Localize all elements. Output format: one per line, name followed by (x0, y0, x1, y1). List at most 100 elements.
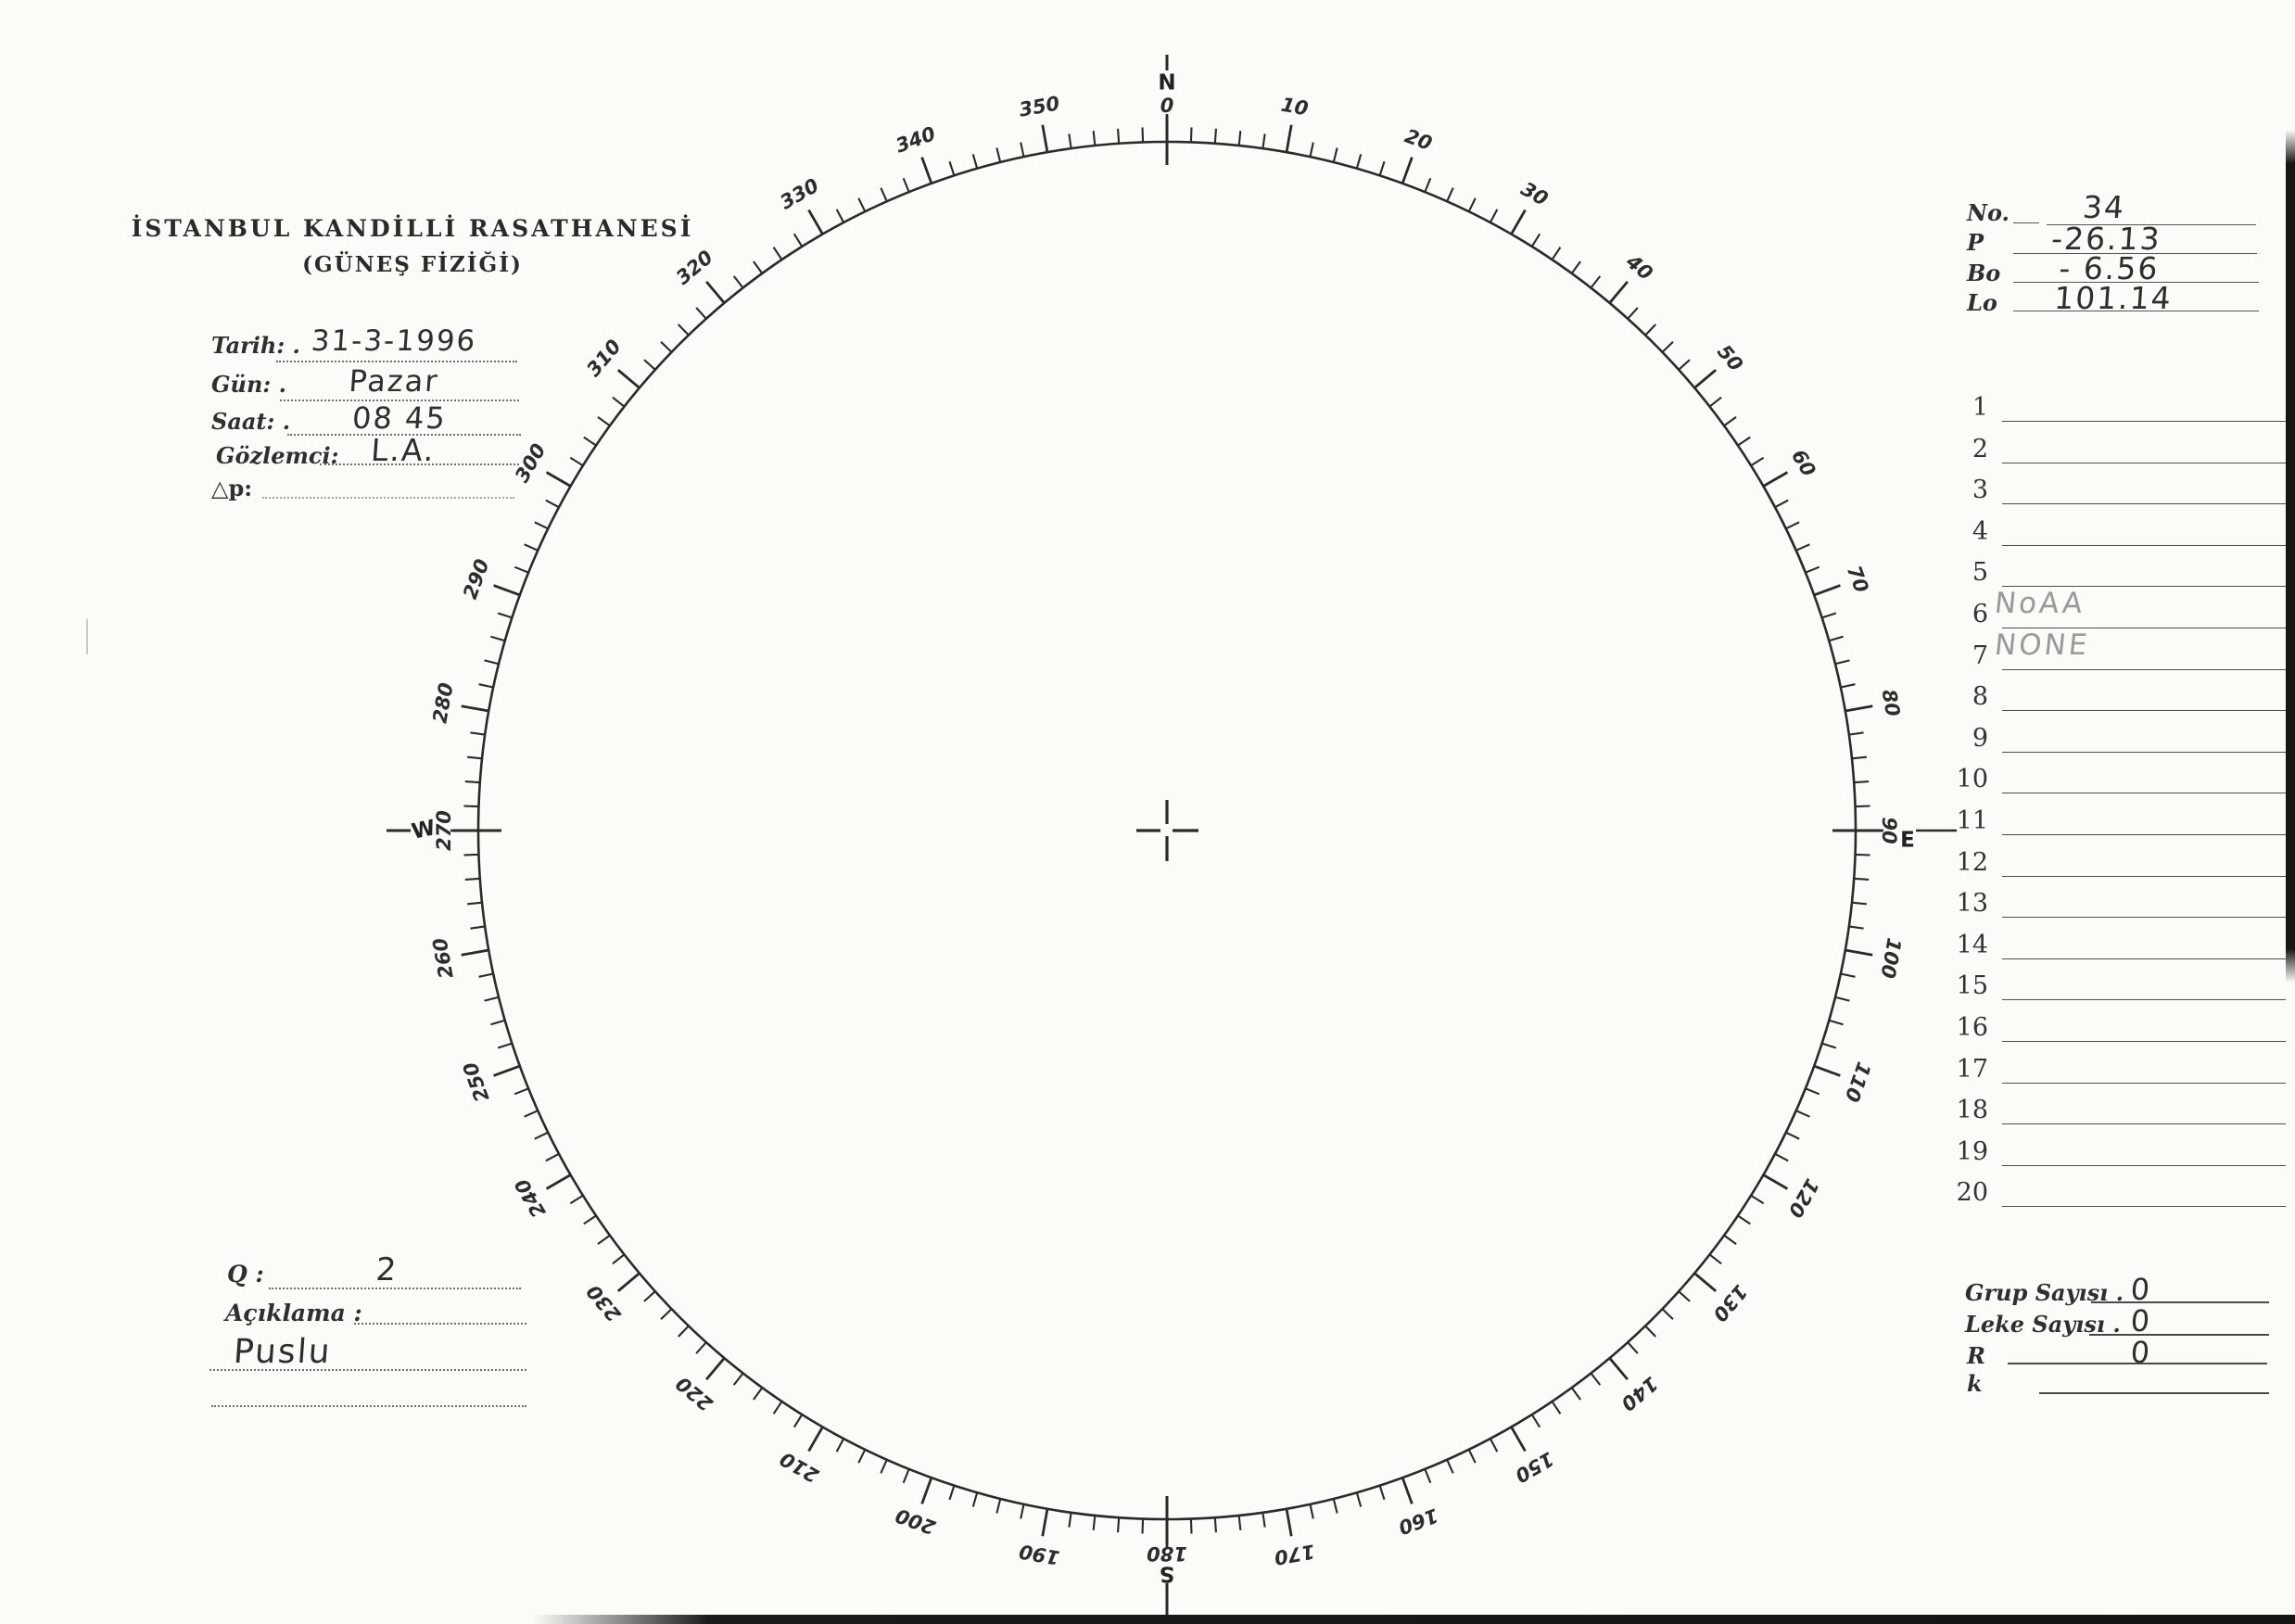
bo-line (2013, 282, 2259, 283)
degree-label: 190 (1018, 1540, 1061, 1568)
major-tick (1608, 1357, 1629, 1381)
region-list-row: 9 (1937, 724, 2295, 765)
minor-tick (732, 275, 744, 289)
region-row-number: 10 (1956, 765, 1988, 794)
minor-tick (1189, 1518, 1193, 1534)
region-row-number: 19 (1956, 1136, 1988, 1166)
region-row-number: 16 (1956, 1013, 1988, 1042)
minor-tick (1678, 359, 1691, 371)
minor-tick (948, 1485, 956, 1501)
major-tick (461, 948, 489, 957)
minor-tick (1795, 543, 1810, 552)
degree-label: 330 (777, 174, 823, 214)
major-tick (705, 1357, 726, 1381)
minor-tick (1378, 160, 1386, 176)
degree-label: 170 (1273, 1540, 1316, 1568)
minor-tick (1424, 1468, 1432, 1484)
minor-tick (1141, 1518, 1145, 1534)
degree-label: 220 (672, 1372, 717, 1415)
major-tick (807, 1426, 824, 1453)
minor-tick (1627, 307, 1639, 320)
degree-label: 90 (1878, 817, 1900, 844)
region-list-row: 10 (1937, 765, 2295, 806)
major-tick (1041, 124, 1049, 153)
major-tick (1845, 948, 1873, 957)
scan-edge-bottom (533, 1615, 2295, 1624)
minor-tick (792, 233, 804, 247)
minor-tick (1092, 1515, 1097, 1530)
major-tick (1813, 584, 1841, 597)
region-row-number: 20 (1956, 1178, 1988, 1208)
minor-tick (1848, 731, 1864, 736)
compass-dial-svg: 0 10 20 30 40 50 60 70 80 90 100 110 120 130 140 150 160… (387, 55, 1957, 1615)
degree-label: 250 (459, 1059, 494, 1105)
minor-tick (470, 925, 486, 930)
region-row-number: 18 (1956, 1096, 1988, 1125)
minor-tick (1828, 1019, 1844, 1026)
minor-tick (995, 1498, 1002, 1514)
major-tick (1401, 157, 1414, 184)
degree-label: 340 (893, 122, 938, 158)
region-row-line (2002, 421, 2286, 422)
minor-tick (732, 1372, 744, 1386)
p-label: P (1967, 229, 1984, 256)
minor-tick (1117, 128, 1121, 144)
minor-tick (1262, 1512, 1266, 1528)
region-row-line (2002, 1082, 2286, 1084)
minor-tick (1661, 1308, 1674, 1321)
minor-tick (1821, 1042, 1837, 1049)
region-row-line (2002, 999, 2286, 1001)
minor-tick (583, 436, 597, 447)
minor-tick (995, 147, 1002, 163)
region-row-line (2002, 834, 2286, 835)
minor-tick (660, 1308, 673, 1321)
region-list-row: 16 (1937, 1013, 2295, 1054)
degree-label: 260 (428, 936, 457, 980)
k-line (2039, 1392, 2269, 1394)
degree-label: 350 (1018, 92, 1061, 121)
gun-line (280, 400, 519, 401)
major-tick (1693, 1272, 1718, 1292)
region-list-row: 4 (1937, 517, 2295, 558)
region-list-row: 13 (1937, 889, 2295, 930)
compass-dial: 0 10 20 30 40 50 60 70 80 90 100 110 120 130 140 150 160… (351, 15, 1983, 1624)
minor-tick (467, 755, 483, 760)
k-label: k (1967, 1370, 1983, 1397)
degree-label: 60 (1787, 446, 1820, 480)
minor-tick (1489, 209, 1499, 223)
minor-tick (1834, 659, 1850, 666)
minor-tick (490, 635, 506, 642)
minor-tick (643, 359, 656, 371)
region-row-number: 8 (1972, 682, 1988, 712)
major-tick (1401, 1477, 1414, 1504)
major-tick (616, 1272, 640, 1292)
minor-tick (478, 972, 494, 978)
minor-tick (1834, 996, 1850, 1002)
minor-tick (534, 521, 549, 530)
minor-tick (1141, 127, 1145, 143)
south-label: S (1160, 1562, 1175, 1586)
region-row-line (2002, 875, 2286, 877)
region-row-number: 14 (1956, 930, 1988, 959)
region-list-row: 5 (1937, 558, 2295, 599)
minor-tick (1020, 142, 1025, 158)
minor-tick (1424, 177, 1432, 193)
minor-tick (1332, 1498, 1338, 1514)
major-tick (493, 584, 521, 597)
r-line (2008, 1363, 2267, 1364)
minor-tick (695, 1341, 707, 1354)
minor-tick (463, 853, 479, 856)
major-tick (461, 704, 489, 713)
minor-tick (534, 1131, 549, 1140)
minor-tick (545, 1152, 560, 1162)
minor-tick (1678, 1290, 1691, 1302)
minor-tick (1708, 1253, 1722, 1265)
minor-tick (1785, 1131, 1800, 1140)
no-label: No. (1967, 199, 2010, 226)
minor-tick (1854, 780, 1870, 784)
minor-tick (1750, 1194, 1765, 1205)
minor-tick (792, 1414, 804, 1428)
region-row-line (2002, 1164, 2286, 1166)
minor-tick (467, 901, 483, 906)
aciklama-value-line (209, 1369, 526, 1371)
